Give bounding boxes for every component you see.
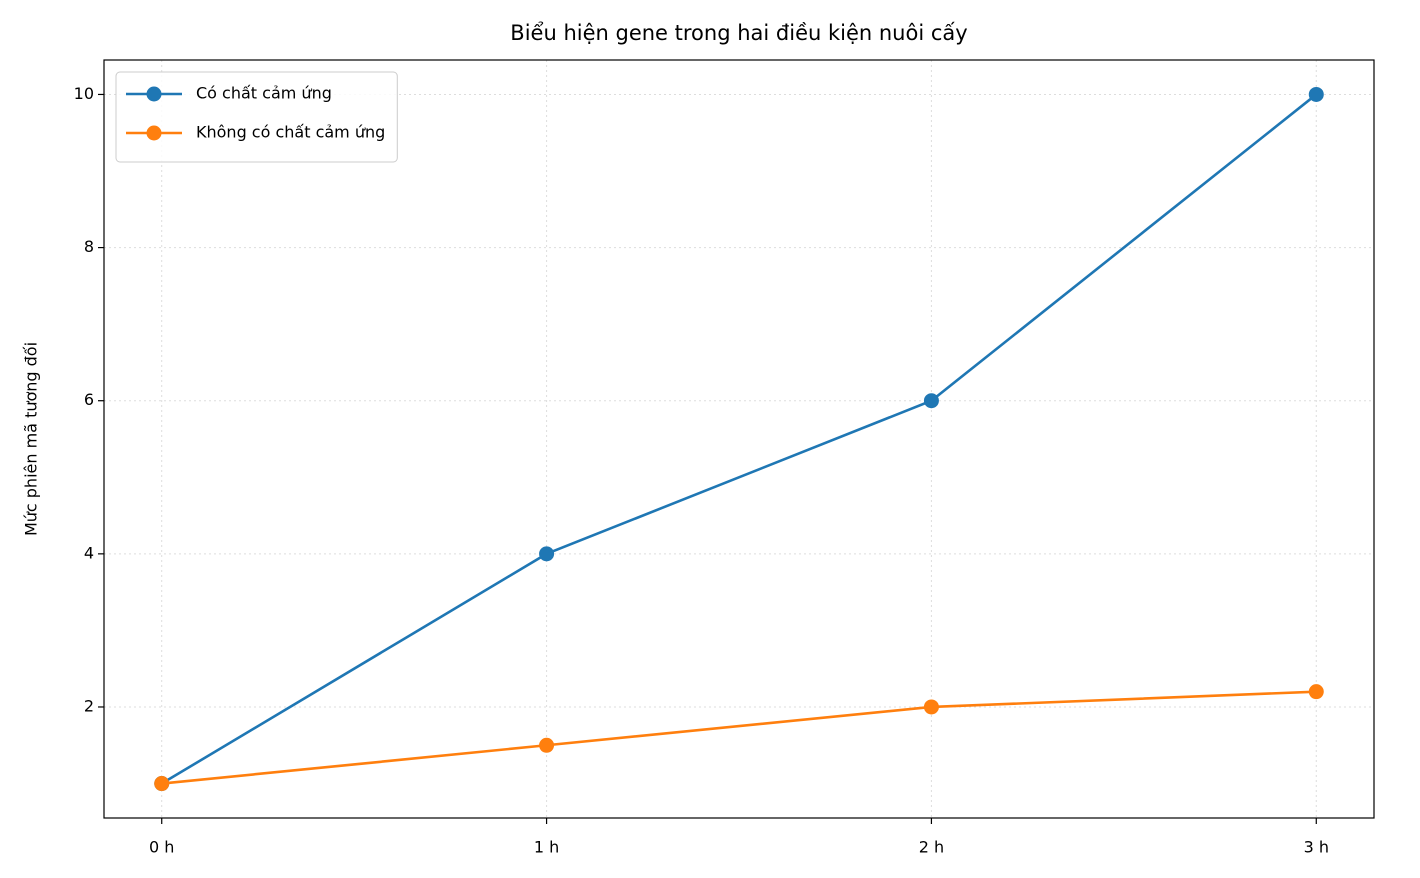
plot-frame <box>103 59 1375 819</box>
x-tick-label: 1 h <box>534 838 559 857</box>
legend-box <box>115 71 398 163</box>
x-tick-label: 3 h <box>1304 838 1329 857</box>
point <box>154 776 170 792</box>
legend-marker <box>146 125 162 141</box>
point <box>923 393 939 409</box>
point <box>539 737 555 753</box>
y-tick-label: 6 <box>84 390 94 409</box>
x-tick-label: 0 h <box>149 838 174 857</box>
y-axis-label: Mức phiên mã tương đối <box>22 342 41 536</box>
point <box>1308 684 1324 700</box>
point <box>923 699 939 715</box>
x-tick-label: 2 h <box>919 838 944 857</box>
y-tick-label: 8 <box>84 237 94 256</box>
legend: Có chất cảm ứng Không có chất cảm ứng <box>115 71 398 163</box>
legend-marker <box>146 86 162 102</box>
legend-label: Có chất cảm ứng <box>196 84 332 103</box>
series-line <box>161 690 1317 785</box>
y-tick-label: 10 <box>74 84 94 103</box>
y-tick-label: 2 <box>84 696 94 715</box>
point <box>1308 86 1324 102</box>
chart-title: Biểu hiện gene trong hai điều kiện nuôi … <box>510 21 967 45</box>
point <box>539 546 555 562</box>
y-tick-label: 4 <box>84 543 94 562</box>
series-line <box>161 93 1318 785</box>
legend-label: Không có chất cảm ứng <box>196 123 385 142</box>
